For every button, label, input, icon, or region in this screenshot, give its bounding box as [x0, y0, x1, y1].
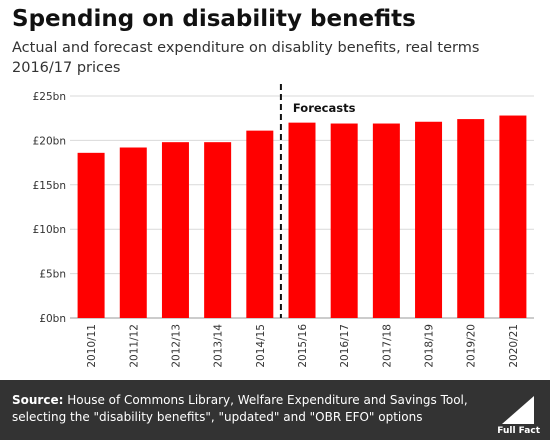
bar: [204, 142, 232, 318]
source-text: House of Commons Library, Welfare Expend…: [12, 393, 468, 424]
y-tick-label: £20bn: [33, 135, 66, 147]
x-tick-label: 2014/15: [255, 324, 267, 368]
y-tick-label: £5bn: [39, 269, 66, 281]
y-tick-label: £0bn: [39, 313, 66, 325]
x-tick-label: 2010/11: [86, 324, 98, 368]
y-tick-label: £15bn: [33, 180, 66, 192]
source-label: Source:: [12, 393, 64, 407]
bar: [288, 122, 316, 318]
bar: [372, 123, 400, 318]
source-note: Source: House of Commons Library, Welfar…: [12, 392, 472, 426]
bar: [415, 121, 443, 318]
y-tick-label: £10bn: [33, 224, 66, 236]
x-tick-label: 2013/14: [213, 324, 225, 368]
bar: [499, 115, 527, 318]
logo-text: Full Fact: [497, 426, 540, 436]
x-tick-label: 2012/13: [170, 324, 182, 368]
chart-subtitle: Actual and forecast expenditure on disab…: [12, 38, 532, 78]
x-tick-label: 2016/17: [339, 324, 351, 368]
x-tick-label: 2019/20: [466, 324, 478, 368]
bar: [77, 152, 105, 318]
bar: [119, 147, 147, 318]
bar: [161, 142, 189, 318]
subtitle-line-1: Actual and forecast expenditure on disab…: [12, 40, 480, 56]
bar-chart: £0bn £5bn £10bn £15bn £20bn £25bn 2010/11 2011/…: [33, 84, 534, 368]
x-tick-label: 2017/18: [381, 324, 393, 368]
x-tick-label: 2018/19: [424, 324, 436, 368]
bar: [330, 123, 358, 318]
footer-bar: Source: House of Commons Library, Welfar…: [0, 380, 550, 440]
bar: [457, 119, 485, 318]
y-tick-label: £25bn: [33, 91, 66, 103]
subtitle-line-2: 2016/17 prices: [12, 60, 121, 76]
x-tick-label: 2011/12: [128, 324, 140, 368]
x-tick-label: 2020/21: [508, 324, 520, 368]
x-tick-label: 2015/16: [297, 324, 309, 368]
bar: [246, 130, 274, 318]
logo-mark-icon: [502, 396, 534, 424]
forecast-annotation: Forecasts: [293, 101, 356, 115]
chart-title: Spending on disability benefits: [12, 6, 416, 32]
full-fact-logo: Full Fact: [496, 392, 540, 436]
